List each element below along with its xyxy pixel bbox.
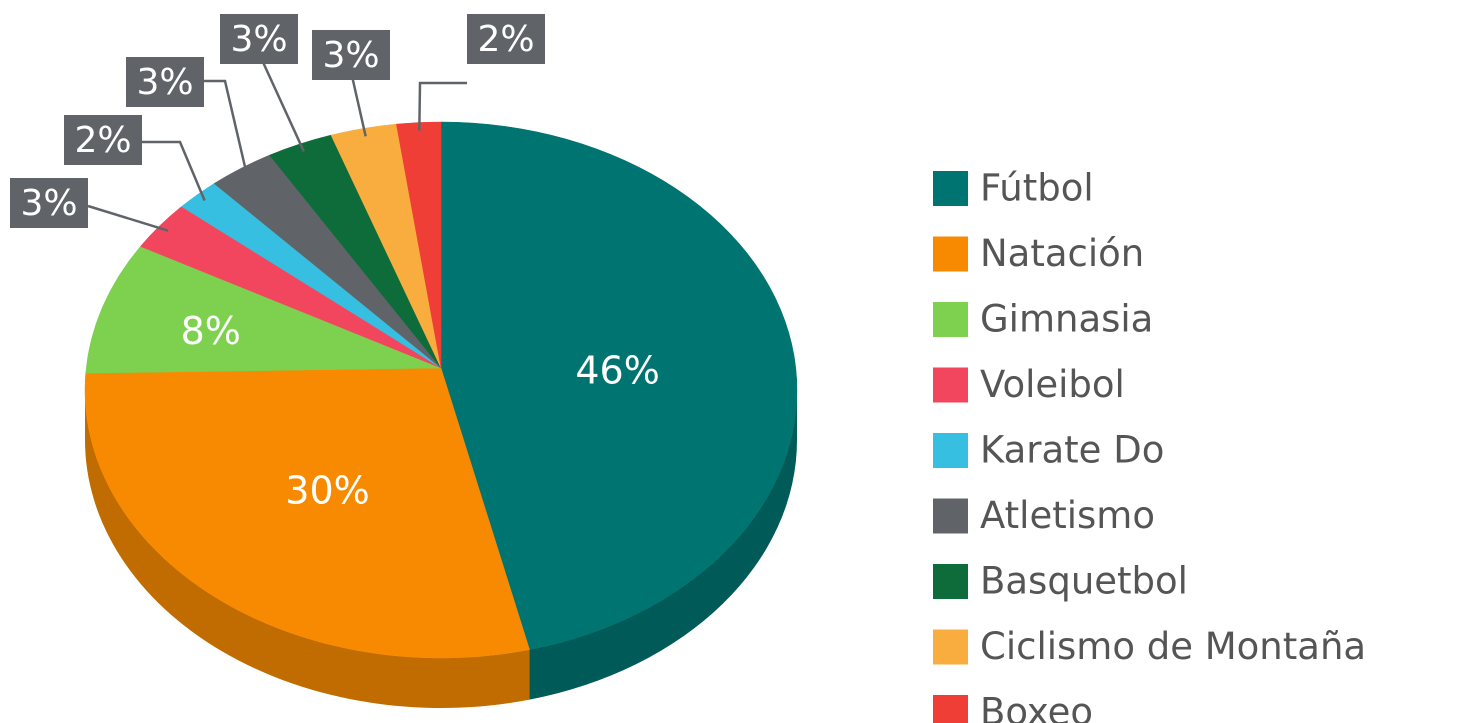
- legend-label: Atletismo: [980, 494, 1155, 537]
- label-box: [220, 14, 298, 64]
- label-box: [312, 30, 390, 80]
- legend-label: Basquetbol: [980, 560, 1188, 603]
- pie-side: [85, 390, 530, 708]
- data-label: 2%: [74, 120, 131, 161]
- data-label: 3%: [136, 62, 193, 103]
- legend-swatch: [933, 695, 968, 723]
- legend-label: Gimnasia: [980, 298, 1153, 341]
- pie-slice: [440, 121, 798, 650]
- pie-sides: [85, 390, 797, 708]
- legend-label: Voleibol: [980, 363, 1125, 406]
- data-label: 30%: [285, 469, 369, 513]
- data-label: 2%: [477, 19, 534, 60]
- legend-label: Natación: [980, 232, 1144, 275]
- data-label: 8%: [181, 309, 241, 353]
- legend-swatch: [933, 433, 968, 468]
- pie-slice: [85, 246, 442, 374]
- data-label: 46%: [575, 349, 659, 393]
- data-label: 3%: [322, 35, 379, 76]
- legend-label: Ciclismo de Montaña: [980, 625, 1366, 668]
- legend-label: Fútbol: [980, 167, 1094, 210]
- data-label: 3%: [20, 183, 77, 224]
- label-box: [126, 57, 204, 107]
- leader-line: [87, 204, 169, 232]
- legend: Fútbol Natación Gimnasia Voleibol Karate Do A…: [933, 167, 1366, 723]
- pie-tops: [84, 121, 798, 659]
- legend-label: Karate Do: [980, 429, 1164, 472]
- pie-slice: [84, 367, 530, 659]
- label-box: [10, 178, 88, 228]
- leader-line: [350, 75, 367, 137]
- legend-swatch: [933, 171, 968, 206]
- pie-side: [529, 390, 797, 700]
- legend-swatch: [933, 498, 968, 534]
- legend-swatch: [933, 629, 968, 665]
- data-label: 3%: [230, 19, 287, 60]
- leader-line: [204, 79, 249, 176]
- leader-line: [142, 140, 206, 201]
- legend-swatch: [933, 367, 968, 403]
- legend-swatch: [933, 564, 968, 599]
- leader-line: [260, 59, 305, 152]
- label-box: [64, 115, 142, 165]
- legend-swatch: [933, 236, 968, 272]
- legend-swatch: [933, 302, 968, 337]
- label-box: [467, 14, 545, 64]
- legend-label: Boxeo: [980, 691, 1093, 723]
- data-labels: 46%30%8%3%2%3%3% 3% 2%: [10, 14, 660, 513]
- leader-line: [418, 81, 467, 131]
